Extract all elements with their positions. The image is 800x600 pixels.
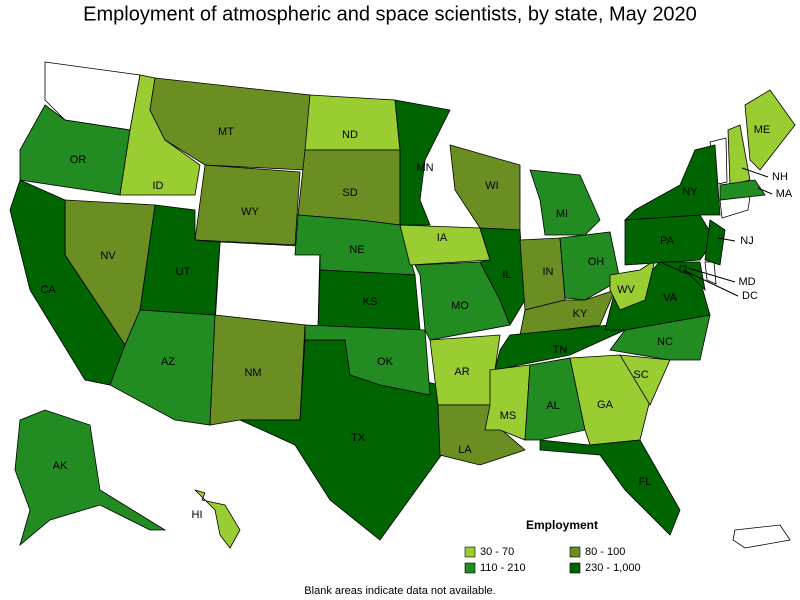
state-label: NV: [100, 250, 116, 262]
state-label: IA: [437, 232, 448, 244]
state-shape: [559, 231, 621, 301]
state-label: TN: [553, 344, 568, 356]
state-label: AR: [454, 366, 469, 378]
state-label: FL: [639, 476, 652, 488]
state-label: OR: [70, 154, 87, 166]
leader-line: [717, 237, 736, 242]
state-label: AK: [53, 460, 68, 472]
state-label: KS: [363, 296, 378, 308]
state-shape: [719, 179, 766, 201]
legend-swatch: [569, 546, 581, 558]
state-shape: [623, 144, 721, 221]
state-shape: [524, 357, 586, 441]
state-label: MO: [451, 300, 469, 312]
legend-label: 230 - 1,000: [585, 562, 641, 574]
footnote: Blank areas indicate data not available.: [304, 585, 495, 597]
state-shape: [539, 439, 681, 536]
state-label: NJ: [740, 235, 753, 247]
state-label: KY: [573, 308, 588, 320]
legend-label: 110 - 210: [480, 562, 526, 574]
state-shape: [727, 124, 751, 186]
legend-swatch: [464, 546, 476, 558]
state-shape: [529, 169, 601, 236]
leader-line: [741, 167, 769, 178]
state-label: WI: [485, 180, 498, 192]
leader-line: [687, 267, 736, 283]
state-shape: [304, 324, 431, 396]
state-label: SD: [342, 187, 357, 199]
state-shape: [744, 89, 796, 171]
state-shape: [304, 94, 401, 151]
state-shape: [394, 99, 451, 226]
state-label: MI: [556, 208, 568, 220]
legend-swatch: [569, 562, 581, 574]
legend: Employment 30 - 70 80 - 100 110 - 210 230 -…: [464, 518, 641, 574]
state-shape: [704, 219, 726, 266]
state-shape: [194, 164, 301, 246]
state-shape: [619, 354, 671, 406]
state-label: NM: [244, 367, 261, 379]
state-label: OH: [588, 256, 605, 268]
state-label: LA: [458, 444, 472, 456]
leader-line: [757, 187, 773, 195]
state-label: ID: [153, 180, 164, 192]
map-title: Employment of atmospheric and space scie…: [83, 3, 697, 25]
state-label: NH: [772, 171, 788, 183]
state-label: VA: [663, 292, 678, 304]
state-label: GA: [597, 399, 614, 411]
no-data-states: [44, 61, 791, 549]
state-label: MN: [416, 162, 433, 174]
state-label: NE: [349, 244, 364, 256]
state-label: UT: [176, 266, 191, 278]
legend-title: Employment: [526, 518, 598, 532]
state-label: AZ: [161, 356, 175, 368]
legend-label: 80 - 100: [585, 546, 625, 558]
state-shape: [484, 364, 531, 441]
legend-swatch: [464, 562, 476, 574]
state-label: AL: [546, 400, 559, 412]
state-shape: [609, 259, 656, 311]
state-shape: [194, 489, 241, 549]
state-label: ME: [754, 124, 771, 136]
state-label: WY: [241, 206, 259, 218]
leader-line: [682, 269, 739, 297]
state-shape: [732, 524, 791, 549]
state-label: NC: [657, 336, 673, 348]
state-label: MD: [738, 276, 755, 288]
state-label: IN: [543, 266, 554, 278]
legend-label: 30 - 70: [480, 546, 514, 558]
state-label: MT: [218, 126, 234, 138]
state-label: NY: [682, 186, 698, 198]
state-label: MA: [776, 188, 793, 200]
state-label: TX: [351, 432, 366, 444]
state-shape: [14, 409, 167, 547]
states: OR ID MT WY ND SD NE KS UT NV CA AZ NM TX OK MN IA MO AR LA…: [9, 74, 796, 549]
state-label: ND: [342, 129, 358, 141]
state-label: DC: [742, 290, 758, 302]
state-label: PA: [660, 235, 675, 247]
state-label: MS: [500, 410, 517, 422]
state-label: WV: [617, 284, 635, 296]
state-label: SC: [633, 369, 648, 381]
state-label: CA: [40, 284, 56, 296]
state-label: IL: [502, 269, 511, 281]
state-label: HI: [192, 509, 203, 521]
state-label: OK: [377, 356, 394, 368]
